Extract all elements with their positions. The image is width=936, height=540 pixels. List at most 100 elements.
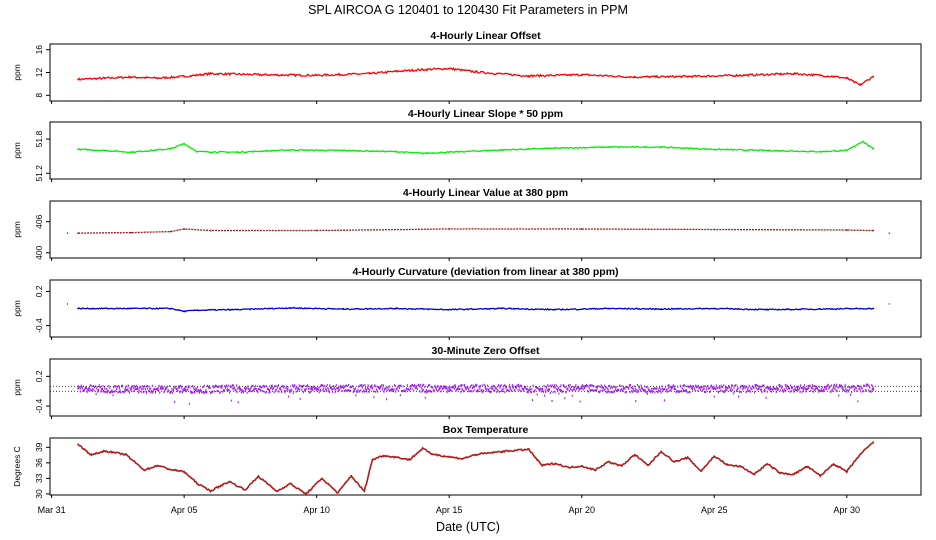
data-point <box>713 308 715 310</box>
data-point <box>766 309 768 311</box>
data-point <box>342 308 344 310</box>
data-point <box>130 151 132 153</box>
flag-point <box>67 303 68 304</box>
y-tick-label: 400 <box>34 245 44 259</box>
data-point <box>143 469 145 471</box>
data-point <box>305 493 307 495</box>
y-axis-label: ppm <box>12 142 22 159</box>
y-axis-label: ppm <box>12 300 22 317</box>
x-tick-label: Apr 05 <box>171 505 198 515</box>
y-tick-label: 12 <box>34 68 44 78</box>
data-point <box>554 462 556 464</box>
y-tick-label: 8 <box>34 93 44 98</box>
data-point <box>727 464 729 466</box>
y-tick-label: 0.2 <box>34 285 44 297</box>
data-point <box>621 465 623 467</box>
data-point <box>443 455 445 457</box>
data-point <box>862 140 864 142</box>
panel-6: Box Temperature Degrees C 30 33 36 39 <box>12 424 921 499</box>
data-point <box>244 489 246 491</box>
data-point <box>170 308 172 310</box>
figure-title: SPL AIRCOA G 120401 to 120430 Fit Parame… <box>308 3 628 17</box>
flag-point <box>889 233 890 234</box>
data-point <box>475 71 477 73</box>
data-point <box>157 77 159 79</box>
data-point <box>594 469 596 471</box>
data-point <box>130 76 132 78</box>
data-point <box>793 73 795 75</box>
x-axis: Mar 31 Apr 05 Apr 10 Apr 15 Apr 20 Apr 25 Apr … <box>38 505 860 515</box>
x-tick-label: Apr 15 <box>436 505 463 515</box>
data-point <box>196 483 198 485</box>
data-point <box>541 465 543 467</box>
data-point <box>713 455 715 457</box>
y-axis-label: Degrees C <box>12 446 22 487</box>
x-tick-label: Apr 30 <box>834 505 861 515</box>
y-tick-label: 16 <box>34 45 44 55</box>
data-point <box>77 308 79 310</box>
data-point <box>766 150 768 152</box>
panel-5: 30-Minute Zero Offsetppm-0.40.2 <box>12 345 921 419</box>
data-point <box>780 472 782 474</box>
data-point <box>125 454 127 456</box>
data-point <box>528 449 530 451</box>
x-tick-label: Apr 25 <box>701 505 728 515</box>
data-point <box>713 148 715 150</box>
data-point <box>316 74 318 76</box>
data-point <box>196 151 198 153</box>
data-point <box>819 151 821 153</box>
data-point <box>157 149 159 151</box>
data-point <box>740 466 742 468</box>
data-point <box>183 388 185 390</box>
data-point <box>713 388 715 390</box>
series-line <box>78 68 873 84</box>
y-tick-label: 33 <box>34 473 44 483</box>
data-point <box>700 470 702 472</box>
data-point <box>183 76 185 78</box>
panel-3: 4-Hourly Linear Value at 380 ppmppm40040… <box>12 187 921 261</box>
data-point <box>236 309 238 311</box>
data-point <box>475 454 477 456</box>
panel-title: 4-Hourly Linear Value at 380 ppm <box>403 187 568 199</box>
data-point <box>316 388 318 390</box>
data-point <box>130 308 132 310</box>
data-point <box>130 232 132 234</box>
panel-title: Box Temperature <box>443 424 529 436</box>
data-point <box>337 492 339 494</box>
data-point <box>872 441 874 443</box>
data-point <box>501 308 503 310</box>
data-point <box>342 150 344 152</box>
data-point <box>833 76 835 78</box>
data-point <box>581 228 583 230</box>
data-point <box>568 467 570 469</box>
data-point <box>90 454 92 456</box>
data-point <box>257 475 259 477</box>
y-tick-label: -0.4 <box>34 398 44 413</box>
data-point <box>263 74 265 76</box>
data-point <box>581 74 583 76</box>
data-point <box>170 148 172 150</box>
data-point <box>104 77 106 79</box>
data-point <box>872 148 874 150</box>
data-point <box>448 309 450 311</box>
data-point <box>687 457 689 459</box>
data-point <box>422 447 424 449</box>
panel-title: 4-Hourly Curvature (deviation from linea… <box>352 266 618 278</box>
data-point <box>371 459 373 461</box>
data-point <box>77 148 79 150</box>
data-point <box>363 490 365 492</box>
y-tick-label: 51.8 <box>34 131 44 148</box>
data-point <box>409 459 411 461</box>
data-point <box>607 461 609 463</box>
data-point <box>872 387 874 389</box>
data-point <box>674 461 676 463</box>
data-point <box>554 309 556 311</box>
data-point <box>77 78 79 80</box>
data-point <box>210 73 212 75</box>
data-point <box>210 490 212 492</box>
data-point <box>395 70 397 72</box>
data-point <box>183 143 185 145</box>
data-point <box>819 74 821 76</box>
data-point <box>753 473 755 475</box>
data-point <box>846 150 848 152</box>
